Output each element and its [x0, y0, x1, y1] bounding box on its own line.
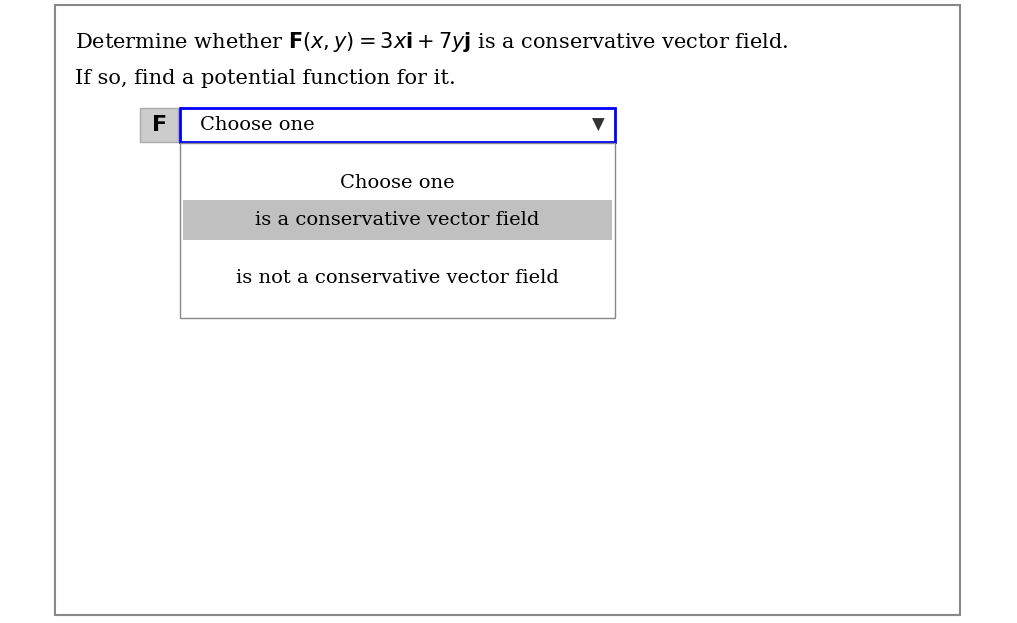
FancyBboxPatch shape [140, 108, 178, 142]
Text: Choose one: Choose one [200, 116, 314, 134]
Text: is not a conservative vector field: is not a conservative vector field [236, 269, 558, 287]
FancyBboxPatch shape [180, 108, 615, 142]
FancyBboxPatch shape [183, 200, 612, 240]
Text: Choose one: Choose one [340, 174, 455, 192]
Text: Determine whether $\mathbf{F}(x, y) = 3x\mathbf{i} + 7y\mathbf{j}$ is a conserva: Determine whether $\mathbf{F}(x, y) = 3x… [75, 30, 788, 54]
Text: $\mathbf{F}$: $\mathbf{F}$ [152, 114, 167, 136]
Text: If so, find a potential function for it.: If so, find a potential function for it. [75, 69, 456, 87]
FancyBboxPatch shape [180, 143, 615, 318]
Text: is a conservative vector field: is a conservative vector field [255, 211, 539, 229]
Text: ▼: ▼ [592, 116, 604, 134]
FancyBboxPatch shape [55, 5, 960, 615]
